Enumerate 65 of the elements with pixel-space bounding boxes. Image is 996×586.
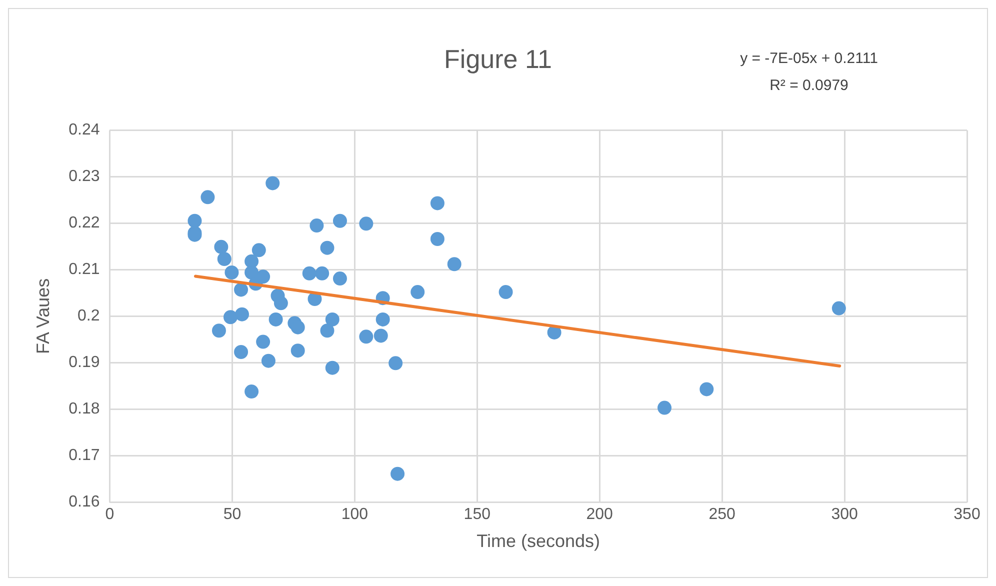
y-tick-label: 0.21 (68, 261, 100, 278)
y-tick-label: 0.16 (68, 494, 100, 511)
x-tick-label: 0 (105, 506, 114, 524)
point (261, 354, 276, 368)
x-tick-label: 150 (464, 506, 491, 524)
point (234, 282, 248, 297)
point (217, 252, 232, 266)
point (302, 266, 316, 280)
point (359, 216, 374, 231)
y-axis-title: FA Vaues (32, 278, 53, 354)
point (212, 324, 226, 338)
point (447, 257, 462, 272)
point (290, 344, 305, 358)
point (256, 334, 270, 349)
point (252, 243, 266, 258)
x-tick-label: 250 (708, 506, 736, 524)
x-tick-label: 100 (341, 506, 368, 524)
y-tick-label: 0.17 (68, 447, 100, 464)
point (214, 240, 228, 254)
y-tick-label: 0.24 (68, 122, 100, 139)
chart-title: Figure 11 (444, 44, 552, 74)
x-tick-label: 350 (954, 506, 980, 524)
point (310, 218, 324, 233)
point (374, 328, 388, 343)
x-tick-label: 50 (223, 506, 242, 524)
point (266, 176, 280, 190)
x-axis-title: Time (seconds) (476, 531, 600, 552)
point (430, 232, 444, 246)
point (290, 320, 305, 334)
text: R² = 0.0979 (770, 77, 848, 94)
point (359, 330, 374, 344)
y-tick-label: 0.19 (68, 354, 100, 372)
point (388, 356, 403, 370)
point (224, 265, 239, 280)
point (376, 312, 390, 326)
y-tick-label: 0.22 (68, 214, 100, 232)
point (244, 384, 259, 399)
point (325, 360, 340, 375)
point (498, 285, 513, 300)
point (430, 196, 444, 210)
point (188, 214, 202, 228)
y-tick-label: 0.2 (77, 308, 100, 325)
point (235, 307, 250, 322)
point (268, 312, 283, 326)
point (315, 266, 330, 280)
point (658, 400, 672, 415)
point (410, 285, 425, 300)
y-tick-label: 0.23 (68, 168, 100, 186)
point (390, 466, 405, 481)
point (332, 214, 347, 228)
point (832, 301, 846, 316)
text: y = -7E-05x + 0.2111 (740, 50, 878, 68)
point (325, 312, 340, 326)
point (332, 272, 347, 286)
point (274, 296, 288, 310)
point (320, 240, 334, 255)
point (200, 190, 215, 204)
point (223, 310, 238, 324)
y-tick-label: 0.18 (68, 400, 100, 418)
point (234, 345, 248, 360)
x-tick-label: 300 (831, 506, 858, 524)
x-tick-label: 200 (586, 506, 614, 524)
point (320, 324, 334, 338)
point (700, 382, 714, 396)
point (547, 325, 562, 340)
